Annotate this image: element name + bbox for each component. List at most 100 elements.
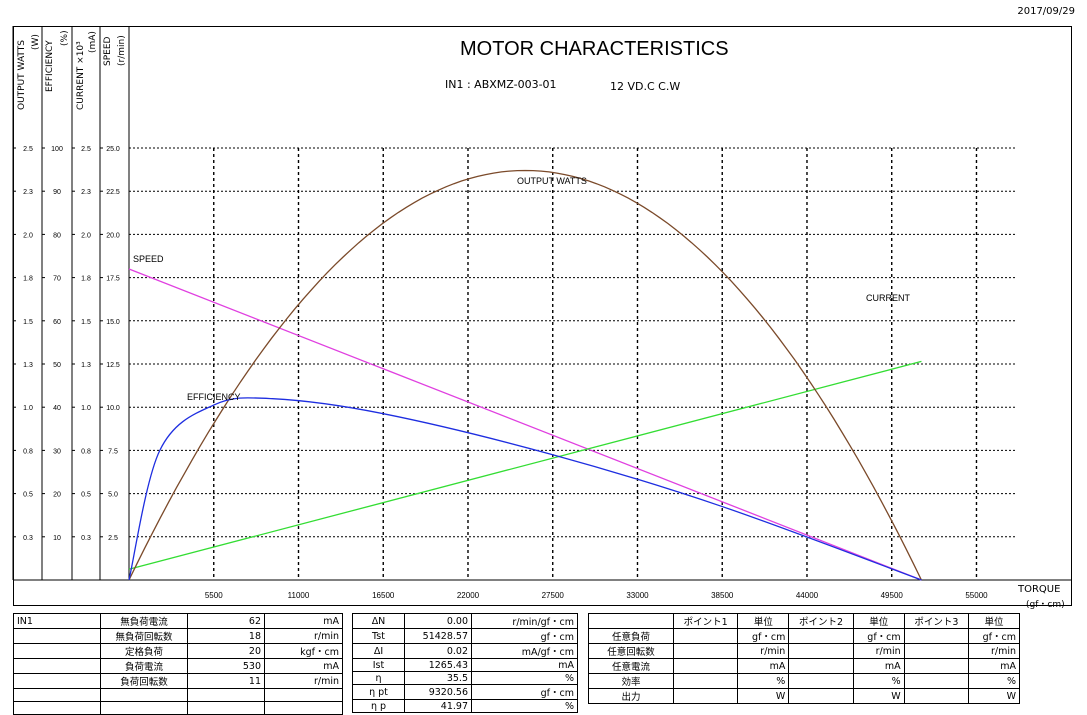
y-tick-label: 15.0 xyxy=(106,319,120,326)
y-tick-label: 1.8 xyxy=(81,276,91,283)
point-value xyxy=(672,643,739,659)
point-value xyxy=(788,673,854,689)
point-value xyxy=(672,673,739,689)
point-unit: mA xyxy=(968,658,1020,674)
point-unit: r/min xyxy=(737,643,790,659)
param-value: 62 xyxy=(187,613,265,629)
param-label: 無負荷電流 xyxy=(100,613,188,629)
param-unit: % xyxy=(471,671,578,685)
point-value xyxy=(672,628,739,644)
param-unit: % xyxy=(471,699,578,713)
y-tick-label: 2.0 xyxy=(23,232,33,239)
corner-cell xyxy=(588,613,674,629)
point-value xyxy=(788,688,854,704)
y-tick-label: 10 xyxy=(53,535,61,542)
y-tick-label: 7.5 xyxy=(108,448,118,455)
point-unit: W xyxy=(737,688,790,704)
param-unit xyxy=(264,688,343,702)
y-tick-label: 100 xyxy=(51,146,63,153)
point-unit: mA xyxy=(852,658,905,674)
param-unit: gf・cm xyxy=(471,628,578,644)
param-value: 51428.57 xyxy=(404,628,472,644)
point-unit: mA xyxy=(737,658,790,674)
row-id-cell xyxy=(13,701,101,715)
point-unit: % xyxy=(852,673,905,689)
param-label: η pt xyxy=(352,684,405,700)
table-row: 負荷電流 530 mA xyxy=(13,658,343,674)
y-tick-label: 2.3 xyxy=(23,189,33,196)
param-label: 無負荷回転数 xyxy=(100,628,188,644)
row-id-cell xyxy=(13,688,101,702)
point-value xyxy=(788,643,854,659)
row-id-cell xyxy=(13,658,101,674)
param-value: 18 xyxy=(187,628,265,644)
column-header: ポイント1 xyxy=(672,613,739,629)
y-tick-label: 70 xyxy=(53,276,61,283)
y-tick-label: 2.5 xyxy=(108,535,118,542)
point-unit: gf・cm xyxy=(737,628,790,644)
param-label: 出力 xyxy=(588,688,674,704)
param-unit: gf・cm xyxy=(471,684,578,700)
series-current-line xyxy=(128,360,922,570)
series-speed-line xyxy=(128,268,922,581)
curve-label: OUTPUT WATTS xyxy=(517,176,587,186)
y-tick-label: 80 xyxy=(53,232,61,239)
param-label: 任意回転数 xyxy=(588,643,674,659)
param-unit xyxy=(264,701,343,715)
param-label: 定格負荷 xyxy=(100,643,188,659)
table-row: ΔN 0.00 r/min/gf・cm xyxy=(352,613,578,629)
table-row: 任意電流 mA mA mA xyxy=(588,658,1020,674)
curve-label: EFFICIENCY xyxy=(187,392,241,402)
param-value: 9320.56 xyxy=(404,684,472,700)
y-tick-label: 2.5 xyxy=(81,146,91,153)
row-id-cell: IN1 xyxy=(13,613,101,629)
y-tick-label: 30 xyxy=(53,448,61,455)
table-row: η pt 9320.56 gf・cm xyxy=(352,684,578,700)
chart-ticks: 5500 11000 16500 22000 27500 33000 38500 44000 4… xyxy=(13,146,988,600)
table-row: Tst 51428.57 gf・cm xyxy=(352,628,578,644)
point-value xyxy=(672,688,739,704)
row-id-cell xyxy=(13,643,101,659)
y-tick-label: 1.0 xyxy=(81,405,91,412)
x-tick-label: 33000 xyxy=(626,591,649,600)
x-tick-label: 22000 xyxy=(457,591,480,600)
spec-table-right: ポイント1 単位 ポイント2 単位 ポイント3 単位 任意負荷 gf・cm gf・cm gf・cm… xyxy=(588,613,1020,704)
point-unit: gf・cm xyxy=(852,628,905,644)
table-row: ΔI 0.02 mA/gf・cm xyxy=(352,643,578,659)
point-value xyxy=(903,628,970,644)
y-tick-label: 40 xyxy=(53,405,61,412)
param-value: 20 xyxy=(187,643,265,659)
y-tick-label: 0.3 xyxy=(81,535,91,542)
table-row xyxy=(13,688,343,702)
column-header: ポイント3 xyxy=(903,613,970,629)
y-tick-label: 0.8 xyxy=(23,448,33,455)
param-label: ΔI xyxy=(352,643,405,659)
param-value: 0.02 xyxy=(404,643,472,659)
x-tick-label: 5500 xyxy=(205,591,223,600)
y-tick-label: 60 xyxy=(53,319,61,326)
y-tick-label: 0.8 xyxy=(81,448,91,455)
param-label: η xyxy=(352,671,405,685)
series-efficiency-line xyxy=(128,397,922,581)
param-unit: kgf・cm xyxy=(264,643,343,659)
y-tick-label: 1.0 xyxy=(23,405,33,412)
param-unit: mA xyxy=(471,658,578,672)
spec-table-mid: ΔN 0.00 r/min/gf・cm Tst 51428.57 gf・cm ΔI 0.02 m… xyxy=(352,613,578,713)
x-tick-label: 44000 xyxy=(796,591,819,600)
param-label: 任意電流 xyxy=(588,658,674,674)
x-tick-label: 16500 xyxy=(372,591,395,600)
model-label: IN1 : ABXMZ-003-01 xyxy=(445,78,557,91)
param-label xyxy=(100,688,188,702)
table-row: 任意回転数 r/min r/min r/min xyxy=(588,643,1020,659)
table-row: η 35.5% xyxy=(352,671,578,685)
curve-label: CURRENT xyxy=(866,293,911,303)
chart-title: MOTOR CHARACTERISTICS xyxy=(460,38,729,60)
y-tick-label: 17.5 xyxy=(106,276,120,283)
point-value xyxy=(788,658,854,674)
point-value xyxy=(903,688,970,704)
torque-axis-label: TORQUE xyxy=(1018,584,1061,595)
param-value xyxy=(187,688,265,702)
row-id-cell xyxy=(13,628,101,644)
y-tick-label: 0.5 xyxy=(81,492,91,499)
y-tick-label: 0.3 xyxy=(23,535,33,542)
